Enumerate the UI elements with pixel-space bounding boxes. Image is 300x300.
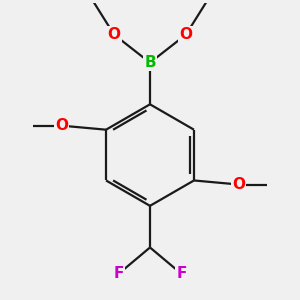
Text: O: O [107,27,121,42]
Text: B: B [144,55,156,70]
Text: O: O [179,27,193,42]
Text: O: O [55,118,68,133]
Text: F: F [176,266,187,281]
Text: F: F [113,266,124,281]
Text: O: O [232,177,245,192]
